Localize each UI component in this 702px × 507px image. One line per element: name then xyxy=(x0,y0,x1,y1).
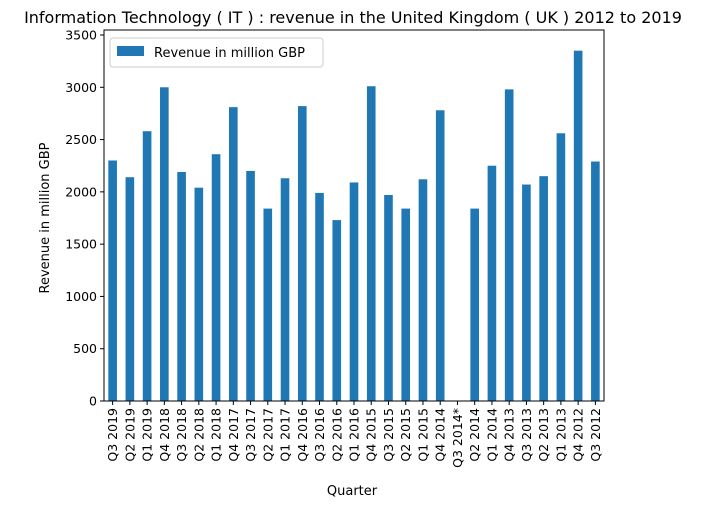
bar xyxy=(504,89,514,401)
bar xyxy=(125,177,135,401)
x-tick-label: Q3 2017 xyxy=(243,408,258,462)
x-tick-label: Q2 2016 xyxy=(329,408,344,462)
legend-swatch xyxy=(117,46,144,56)
x-tick-label: Q3 2015 xyxy=(381,408,396,462)
bar xyxy=(573,50,583,401)
bar xyxy=(194,187,204,401)
bar xyxy=(470,208,479,401)
bar xyxy=(332,220,342,401)
bar xyxy=(539,176,548,401)
x-tick-label: Q1 2017 xyxy=(278,408,293,462)
y-tick-label: 1500 xyxy=(65,237,97,252)
bar xyxy=(142,131,152,401)
bar xyxy=(160,87,169,401)
plot-area xyxy=(108,50,600,402)
x-tick-label: Q3 2019 xyxy=(105,408,120,462)
y-tick-label: 2000 xyxy=(65,184,97,199)
x-tick-label: Q1 2013 xyxy=(553,408,568,462)
x-tick-label: Q4 2018 xyxy=(157,408,172,462)
bar xyxy=(229,107,238,402)
x-tick-label: Q1 2016 xyxy=(347,408,362,462)
chart-title: Information Technology ( IT ) : revenue … xyxy=(24,8,682,27)
x-tick-label: Q2 2017 xyxy=(260,408,275,462)
bar xyxy=(280,178,290,401)
y-tick-label: 3000 xyxy=(65,80,97,95)
x-tick-label: Q2 2015 xyxy=(398,408,413,462)
x-tick-label: Q3 2012 xyxy=(588,408,603,462)
y-tick-label: 2500 xyxy=(65,132,97,147)
y-tick-label: 1000 xyxy=(65,289,97,304)
y-tick-label: 500 xyxy=(73,341,97,356)
x-tick-label: Q4 2013 xyxy=(502,408,517,462)
x-axis-label: Quarter xyxy=(327,484,378,499)
bar xyxy=(349,182,359,401)
bar xyxy=(487,165,497,401)
x-tick-label: Q2 2014 xyxy=(467,408,482,462)
bar xyxy=(211,154,221,401)
x-tick-label: Q3 2018 xyxy=(174,408,189,462)
x-tick-label: Q4 2012 xyxy=(571,408,586,462)
bar xyxy=(246,170,255,401)
bar xyxy=(263,208,273,401)
x-tick-label: Q2 2013 xyxy=(536,408,551,462)
y-axis-label: Revenue in million GBP xyxy=(38,142,53,293)
legend-frame xyxy=(109,37,324,68)
x-tick-label: Q4 2016 xyxy=(295,408,310,462)
x-tick-label: Q1 2019 xyxy=(140,408,155,462)
bar xyxy=(297,106,307,402)
bar xyxy=(177,171,186,401)
x-tick-label: Q1 2018 xyxy=(209,408,224,462)
bar xyxy=(522,184,531,401)
bar xyxy=(401,208,411,401)
x-tick-label: Q1 2015 xyxy=(415,408,430,462)
x-tick-label: Q3 2016 xyxy=(312,408,327,462)
bar xyxy=(366,86,376,402)
bar xyxy=(108,160,117,401)
legend: Revenue in million GBP xyxy=(109,37,324,68)
x-tick-label: Q3 2014* xyxy=(450,408,465,468)
x-tick-label: Q4 2014 xyxy=(433,408,448,462)
bar xyxy=(591,161,600,401)
x-tick-label: Q4 2017 xyxy=(226,408,241,462)
bar xyxy=(435,110,445,401)
x-tick-label: Q2 2019 xyxy=(122,408,137,462)
legend-label: Revenue in million GBP xyxy=(154,46,305,61)
y-tick-label: 3500 xyxy=(65,28,97,43)
bar xyxy=(384,194,393,401)
x-tick-label: Q4 2015 xyxy=(364,408,379,462)
bar xyxy=(418,179,428,401)
y-tick-label: 0 xyxy=(89,394,97,409)
bar xyxy=(315,192,324,401)
x-tick-label: Q2 2018 xyxy=(191,408,206,462)
x-tick-label: Q1 2014 xyxy=(484,408,499,462)
x-tick-label: Q3 2013 xyxy=(519,408,534,462)
bar xyxy=(556,133,566,402)
